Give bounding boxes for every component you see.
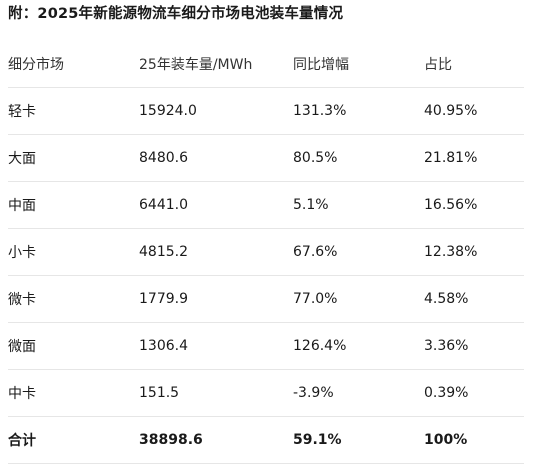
total-yoy: 59.1% <box>293 432 342 448</box>
cell-yoy: -3.9% <box>293 385 334 401</box>
cell-yoy: 77.0% <box>293 291 338 307</box>
cell-share: 3.36% <box>424 338 469 354</box>
page-title: 附：2025年新能源物流车细分市场电池装车量情况 <box>8 6 344 22</box>
cell-yoy: 5.1% <box>293 197 329 213</box>
cell-share: 16.56% <box>424 197 478 213</box>
cell-share: 21.81% <box>424 150 478 166</box>
cell-segment: 微卡 <box>8 292 36 308</box>
table-row: 大面 8480.6 80.5% 21.81% <box>8 135 524 182</box>
cell-segment: 大面 <box>8 151 36 167</box>
cell-volume: 6441.0 <box>139 197 188 213</box>
header-share: 占比 <box>424 57 452 73</box>
cell-share: 40.95% <box>424 103 478 119</box>
header-volume: 25年装车量/MWh <box>139 57 253 73</box>
table-row: 微面 1306.4 126.4% 3.36% <box>8 323 524 370</box>
cell-segment: 中卡 <box>8 386 36 402</box>
table-row: 微卡 1779.9 77.0% 4.58% <box>8 276 524 323</box>
cell-segment: 小卡 <box>8 245 36 261</box>
cell-segment: 中面 <box>8 198 36 214</box>
cell-yoy: 80.5% <box>293 150 338 166</box>
table-row: 小卡 4815.2 67.6% 12.38% <box>8 229 524 276</box>
cell-yoy: 126.4% <box>293 338 347 354</box>
cell-segment: 微面 <box>8 339 36 355</box>
cell-share: 0.39% <box>424 385 469 401</box>
total-share: 100% <box>424 432 468 448</box>
cell-yoy: 131.3% <box>293 103 347 119</box>
cell-yoy: 67.6% <box>293 244 338 260</box>
table-row: 中面 6441.0 5.1% 16.56% <box>8 182 524 229</box>
cell-share: 4.58% <box>424 291 469 307</box>
cell-volume: 1306.4 <box>139 338 188 354</box>
table-total-row: 合计 38898.6 59.1% 100% <box>8 417 524 464</box>
table-row: 中卡 151.5 -3.9% 0.39% <box>8 370 524 417</box>
header-yoy: 同比增幅 <box>293 57 349 73</box>
battery-table: 细分市场 25年装车量/MWh 同比增幅 占比 轻卡 15924.0 131.3… <box>8 41 524 464</box>
cell-volume: 1779.9 <box>139 291 188 307</box>
total-label: 合计 <box>8 433 36 449</box>
cell-volume: 8480.6 <box>139 150 188 166</box>
cell-volume: 4815.2 <box>139 244 188 260</box>
cell-segment: 轻卡 <box>8 104 36 120</box>
table-row: 轻卡 15924.0 131.3% 40.95% <box>8 88 524 135</box>
cell-volume: 151.5 <box>139 385 180 401</box>
table-header-row: 细分市场 25年装车量/MWh 同比增幅 占比 <box>8 41 524 88</box>
total-volume: 38898.6 <box>139 432 203 448</box>
cell-volume: 15924.0 <box>139 103 197 119</box>
cell-share: 12.38% <box>424 244 478 260</box>
header-segment: 细分市场 <box>8 57 64 73</box>
